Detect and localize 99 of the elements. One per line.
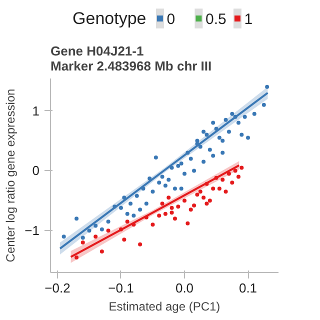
point	[163, 212, 168, 216]
point	[217, 186, 222, 191]
point	[176, 164, 180, 168]
point	[132, 214, 136, 218]
point	[80, 236, 85, 240]
point	[172, 186, 177, 191]
y-tick-label: −1	[24, 223, 40, 238]
point	[217, 136, 222, 140]
x-tick-label: 0.1	[238, 280, 258, 296]
point	[262, 102, 266, 107]
point	[74, 216, 79, 221]
y-tick-label: 0	[32, 163, 40, 178]
point	[179, 186, 184, 191]
point	[138, 242, 142, 246]
point	[226, 172, 231, 176]
point	[252, 112, 256, 116]
point	[211, 186, 216, 191]
x-axis-title: Estimated age (PC1)	[108, 300, 220, 314]
point	[122, 196, 126, 200]
point	[230, 180, 234, 185]
point	[138, 208, 142, 212]
point	[192, 203, 196, 208]
point	[236, 174, 240, 179]
point	[122, 238, 126, 242]
x-tick-label: −0.2	[44, 280, 70, 296]
point	[87, 228, 92, 233]
point	[176, 204, 180, 209]
point	[163, 184, 168, 188]
x-tick-label: −0.1	[108, 280, 134, 296]
point	[160, 202, 164, 206]
point	[94, 224, 98, 228]
point	[204, 202, 209, 206]
point	[224, 190, 228, 194]
point	[192, 168, 196, 173]
point	[182, 172, 187, 176]
point	[226, 130, 231, 134]
point	[154, 156, 158, 160]
point	[170, 206, 174, 210]
point	[148, 176, 152, 180]
point	[74, 256, 79, 260]
point	[166, 196, 171, 200]
point	[186, 221, 190, 226]
point	[202, 160, 206, 164]
point	[118, 206, 123, 210]
point	[157, 214, 162, 218]
point	[182, 198, 187, 203]
point	[224, 118, 228, 122]
legend-label: 1	[244, 11, 253, 28]
point	[125, 212, 130, 216]
legend-title: Genotype	[72, 9, 146, 28]
point	[202, 130, 206, 134]
point	[172, 216, 177, 221]
legend-label: 0	[166, 11, 176, 28]
point	[188, 208, 193, 212]
point	[195, 138, 200, 143]
point	[94, 234, 98, 239]
point	[198, 144, 202, 149]
point	[128, 202, 133, 206]
point	[240, 166, 244, 170]
point	[220, 138, 225, 143]
point	[106, 220, 110, 224]
point	[160, 174, 164, 179]
point	[265, 84, 270, 89]
legend-label: 0.5	[206, 11, 226, 28]
point	[80, 240, 85, 245]
point	[106, 228, 110, 233]
point	[220, 178, 225, 182]
y-axis-title: Center log ratio gene expression	[4, 88, 18, 262]
point	[166, 178, 171, 182]
point	[242, 114, 247, 119]
point	[204, 132, 209, 137]
point	[233, 168, 238, 173]
point	[62, 234, 66, 239]
point	[150, 190, 155, 194]
point	[246, 136, 250, 140]
point	[100, 250, 104, 254]
point	[188, 156, 193, 161]
point	[134, 194, 139, 198]
point	[157, 180, 162, 185]
point	[144, 202, 148, 206]
point	[208, 148, 212, 152]
point	[208, 198, 212, 203]
y-tick-label: 1	[32, 103, 40, 118]
point	[198, 190, 202, 194]
point	[240, 132, 244, 137]
point	[220, 150, 225, 155]
point	[179, 162, 184, 166]
point	[211, 154, 216, 158]
point	[236, 120, 240, 125]
point	[211, 120, 216, 125]
point	[125, 220, 130, 224]
point	[100, 227, 104, 232]
point	[195, 192, 200, 197]
point	[202, 196, 206, 200]
chart-title: Gene H04J21-1 Marker 2.483968 Mb chr III	[50, 44, 212, 74]
point	[150, 222, 155, 227]
point	[230, 112, 234, 116]
point	[170, 210, 174, 215]
x-tick-label: 0.0	[175, 280, 194, 296]
